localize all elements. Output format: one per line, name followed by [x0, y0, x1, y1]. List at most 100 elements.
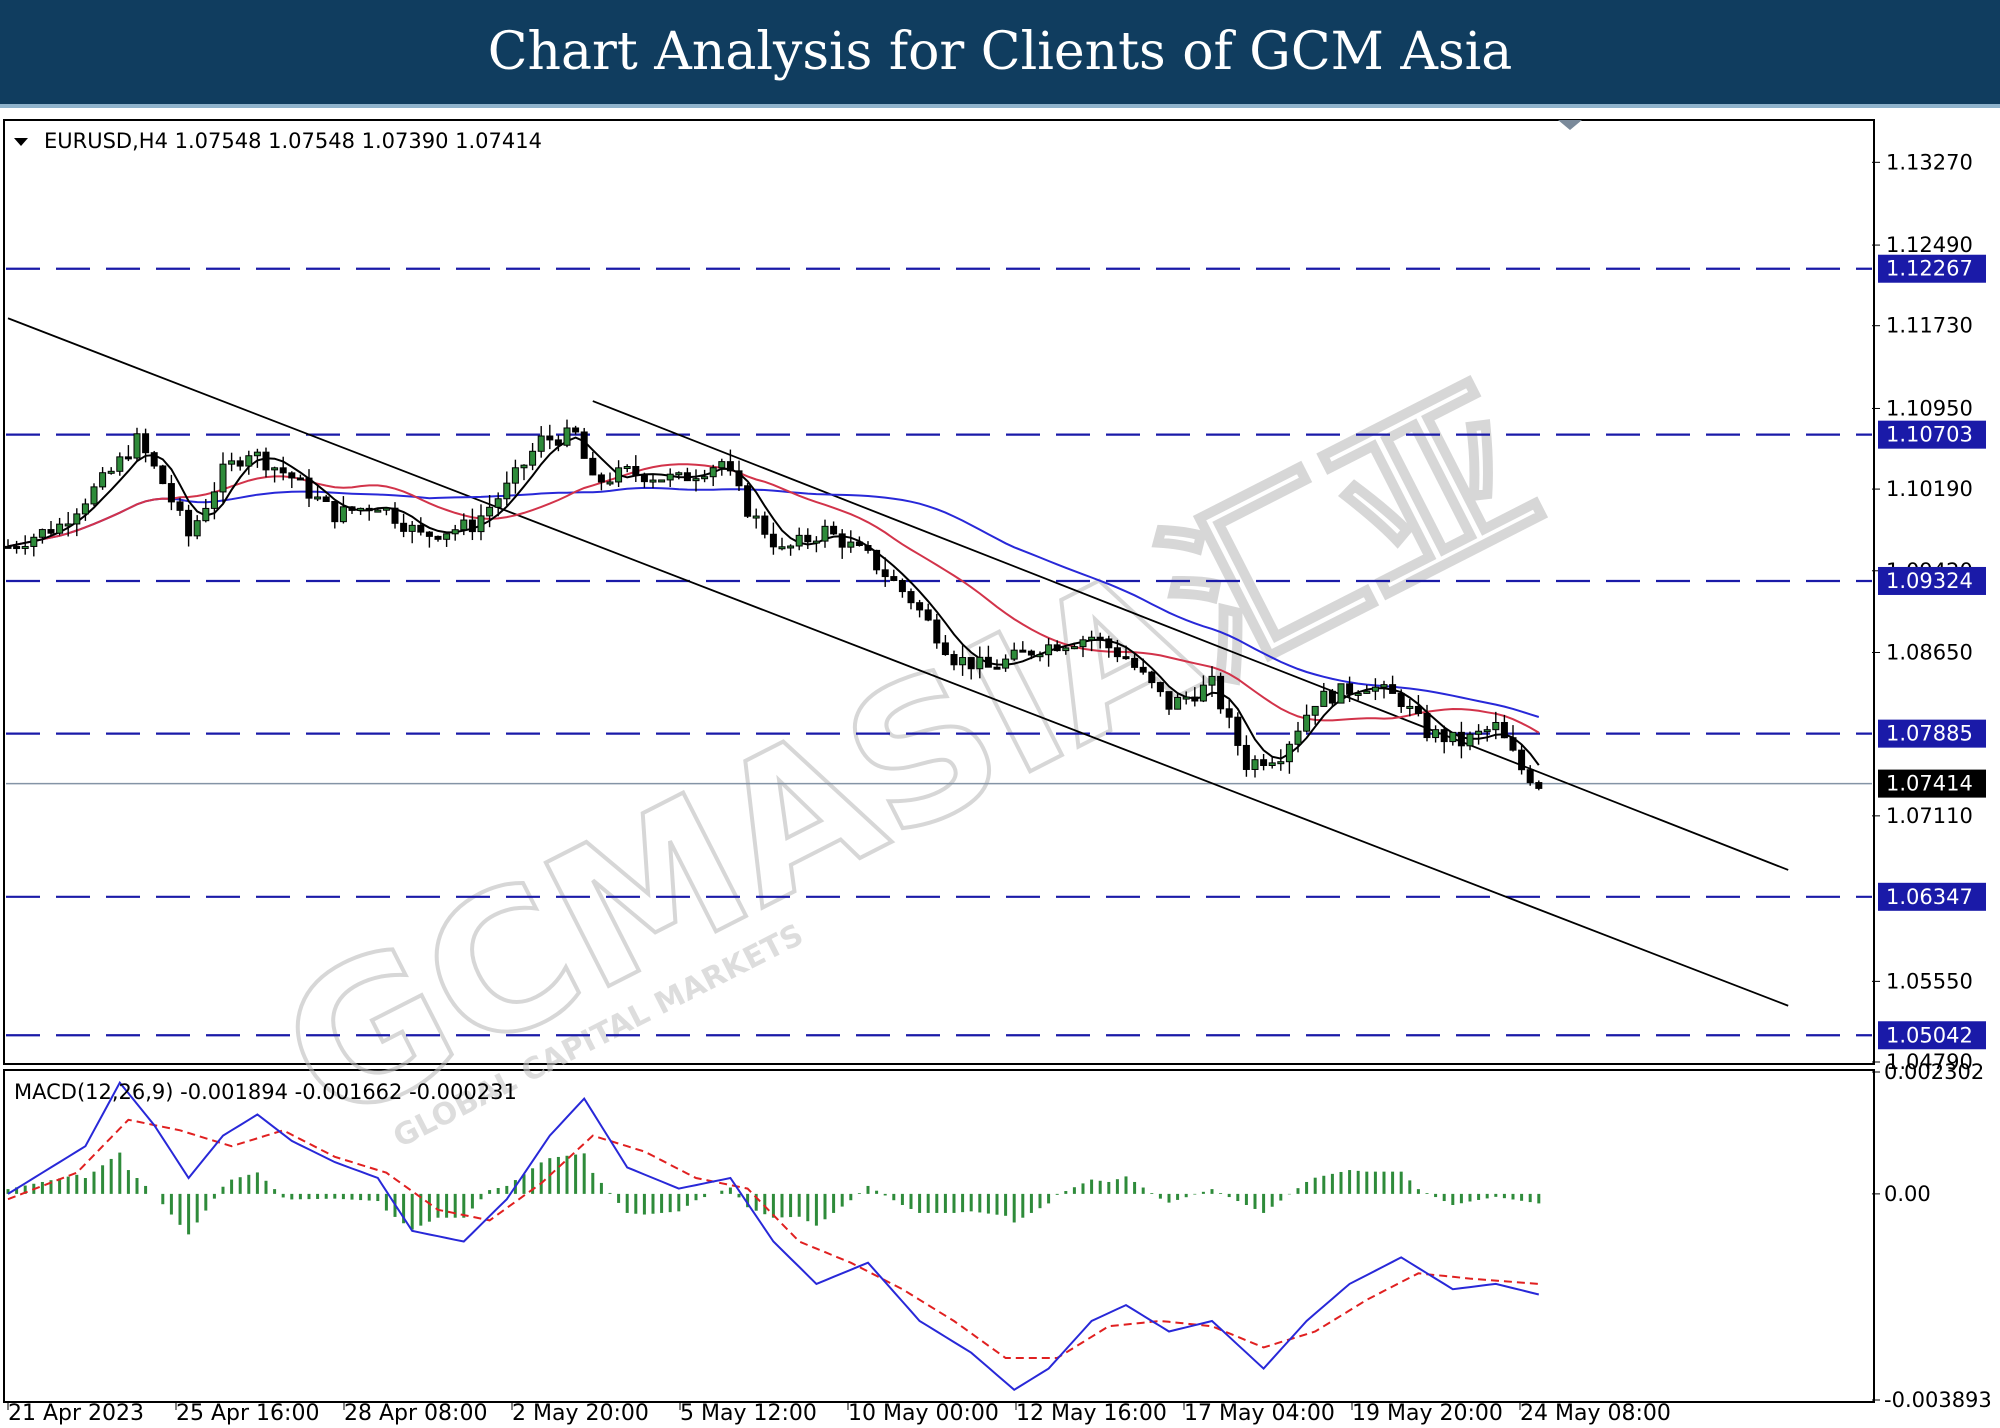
candle-body [769, 533, 777, 548]
candle-body [30, 536, 38, 547]
level-price-box [1878, 1021, 1986, 1050]
candle-body [236, 460, 244, 467]
candle-body [374, 509, 382, 513]
time-tick-label: 19 May 20:00 [1352, 1401, 1503, 1426]
price-panel-frame [3, 119, 1875, 1065]
candle-body [597, 474, 605, 483]
current-price-box [1878, 769, 1986, 798]
candle-body [1535, 782, 1543, 789]
level-price-box [1878, 566, 1986, 595]
candle-body [477, 515, 485, 533]
candle-body [692, 478, 700, 482]
candle-body [116, 456, 124, 472]
level-price-label: 1.12267 [1886, 257, 1973, 281]
candle-body [1371, 686, 1379, 692]
candle-body [1440, 729, 1448, 743]
candle-body [1053, 644, 1061, 652]
candle-body [1251, 759, 1259, 770]
macd-indicator [6, 1080, 1541, 1392]
candle-body [1268, 762, 1276, 767]
candle-body [1079, 639, 1087, 648]
shift-marker-icon [1558, 120, 1582, 130]
candle-body [1449, 731, 1457, 743]
trendlines [7, 317, 1789, 1007]
trendline [592, 400, 1789, 871]
price-tick-label: 1.10190 [1886, 477, 1973, 501]
candle-body [1208, 675, 1216, 686]
candle-body [1328, 690, 1336, 704]
candle-body [1156, 682, 1164, 693]
candle-body [417, 524, 425, 533]
candle-body [339, 506, 347, 523]
candle-body [314, 496, 322, 500]
candle-body [640, 474, 648, 483]
candle-body [984, 656, 992, 668]
candle-body [331, 501, 339, 523]
candle-body [167, 483, 175, 503]
candle-body [322, 496, 330, 503]
candle-body [1045, 644, 1053, 656]
candle-body [228, 460, 236, 465]
candle-body [1406, 705, 1414, 709]
candlesticks [4, 419, 1543, 791]
candle-body [1303, 714, 1311, 732]
candle-body [1526, 769, 1534, 784]
candle-body [305, 477, 313, 499]
candle-body [1113, 647, 1121, 658]
price-tick-label: 1.05550 [1886, 969, 1973, 993]
candle-body [451, 529, 459, 535]
current-price-label: 1.07414 [1886, 772, 1973, 796]
candle-body [382, 507, 390, 511]
banner-title: Chart Analysis for Clients of GCM Asia [487, 22, 1513, 82]
candle-body [271, 467, 279, 471]
candle-body [606, 481, 614, 485]
candle-body [1294, 730, 1302, 745]
candle-body [107, 470, 115, 474]
candle-body [735, 470, 743, 487]
candle-body [1088, 636, 1096, 641]
macd-tick-label: 0.00 [1884, 1182, 1931, 1206]
candle-body [701, 476, 709, 480]
candle-body [425, 531, 433, 537]
candle-body [649, 479, 657, 483]
candle-body [830, 525, 838, 535]
price-tick-label: 1.07110 [1886, 804, 1973, 828]
candle-body [124, 456, 132, 460]
candle-body [959, 657, 967, 666]
candle-body [408, 524, 416, 532]
candle-body [56, 523, 64, 534]
candle-body [795, 534, 803, 547]
level-price-box [1878, 420, 1986, 449]
macd-tick-label: -0.003893 [1884, 1388, 1992, 1412]
candle-body [443, 533, 451, 540]
candle-body [391, 507, 399, 524]
candle-body [726, 461, 734, 472]
candle-body [4, 545, 12, 549]
candle-body [1019, 649, 1027, 653]
candle-body [589, 457, 597, 476]
candle-body [38, 529, 46, 538]
level-price-label: 1.07885 [1886, 722, 1973, 746]
candle-body [400, 522, 408, 532]
candle-body [1225, 708, 1233, 718]
time-tick-label: 10 May 00:00 [848, 1401, 999, 1426]
macd-signal-line [7, 1118, 1539, 1359]
candle-body [761, 515, 769, 535]
candle-body [1432, 729, 1440, 739]
macd-header: MACD(12,26,9) -0.001894 -0.001662 -0.000… [14, 1080, 517, 1104]
candle-body [468, 519, 476, 533]
candle-body [348, 506, 356, 511]
candle-body [718, 461, 726, 469]
candle-body [709, 467, 717, 478]
candle-body [804, 534, 812, 543]
candle-body [924, 609, 932, 621]
candle-body [1457, 731, 1465, 747]
candle-body [881, 569, 889, 578]
price-axis: 1.132701.124901.117301.109501.101901.094… [1872, 150, 1986, 1074]
candle-body [133, 433, 141, 459]
candle-body [21, 545, 29, 549]
candle-body [941, 642, 949, 656]
candle-body [1389, 684, 1397, 694]
candle-body [1423, 712, 1431, 739]
collapse-triangle-icon[interactable] [14, 138, 28, 146]
